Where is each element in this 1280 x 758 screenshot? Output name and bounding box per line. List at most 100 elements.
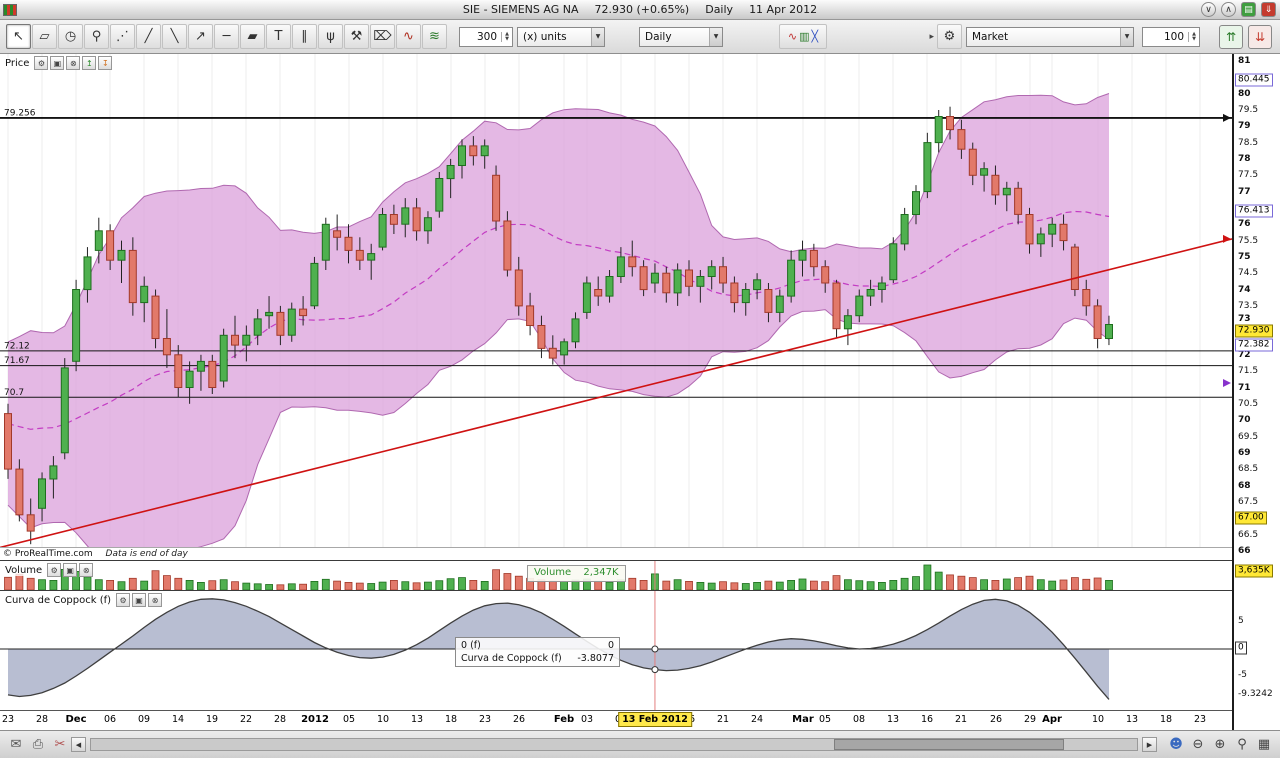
titlebar-buttons: ∨ ∧ ▤ ⇓: [1196, 2, 1276, 17]
spinner-up-icon[interactable]: ▲: [505, 30, 509, 37]
price-axis-label: 67.5: [1238, 497, 1259, 507]
chart-panels: 79.256 72.12 71.67 70.7 Price ⚙ ▣ ⊗ ↥ ↧ © ProRe…: [0, 54, 1232, 730]
price-axis-label: 77: [1238, 187, 1251, 197]
bar-count-spinner[interactable]: ▲ ▼: [501, 30, 512, 42]
pitchfork-tool[interactable]: ψ: [318, 24, 343, 49]
drawing-tools: ↖ ▱ ◷ ⚲ ⋰ ╱ ╲ ↗ ─ ▰ T ∥ ψ ⚒ ⌦ ∿ ≋: [6, 24, 447, 49]
spinner-down-icon[interactable]: ▼: [505, 35, 509, 42]
up-marker-icon[interactable]: ↥: [82, 56, 97, 70]
points-line-tool[interactable]: ⋰: [110, 24, 135, 49]
scroll-left-button[interactable]: ◀: [71, 737, 86, 752]
trendline-tool[interactable]: ╲: [162, 24, 187, 49]
expand-button[interactable]: ∧: [1221, 2, 1236, 17]
close-icon[interactable]: ⊗: [66, 56, 81, 70]
price-axis-label: 70: [1238, 415, 1251, 425]
down-marker-icon[interactable]: ↧: [98, 56, 113, 70]
title-timeframe: Daily: [705, 3, 734, 16]
pointer-tool[interactable]: ↖: [6, 24, 31, 49]
close-icon[interactable]: ⊗: [148, 593, 163, 607]
spinner-down-icon[interactable]: ▼: [1192, 35, 1196, 42]
units-select[interactable]: (x) units ▼: [517, 26, 605, 47]
users-icon[interactable]: ☻: [1169, 737, 1183, 752]
price-axis-label: 71: [1238, 383, 1251, 393]
quantity-spinner[interactable]: ▲ ▼: [1188, 30, 1199, 42]
parallel-lines-tool[interactable]: ∥: [292, 24, 317, 49]
title-date: 11 Apr 2012: [749, 3, 818, 16]
price-axis-label: 70.5: [1238, 399, 1259, 409]
main-toolbar: ↖ ▱ ◷ ⚲ ⋰ ╱ ╲ ↗ ─ ▰ T ∥ ψ ⚒ ⌦ ∿ ≋ 300 ▲ ▼ (x) units ▼ Da…: [0, 20, 1280, 54]
price-axis-label: 74.5: [1238, 268, 1259, 278]
chart-views-button[interactable]: ∿ ▥ ╳: [779, 24, 827, 49]
bar-count-input[interactable]: 300 ▲ ▼: [459, 26, 513, 47]
segment-tool[interactable]: ╱: [136, 24, 161, 49]
detach-window-icon[interactable]: ▣: [132, 593, 147, 607]
chevron-right-icon[interactable]: ▸: [929, 31, 934, 42]
coppock-tooltip-value: -3.8077: [577, 653, 614, 664]
download-button[interactable]: ⇓: [1261, 2, 1276, 17]
scrollbar-thumb[interactable]: [833, 739, 1064, 750]
trash-tool[interactable]: ⌦: [370, 24, 395, 49]
eraser-tool[interactable]: ▱: [32, 24, 57, 49]
zoom-out-icon[interactable]: ⊖: [1192, 737, 1204, 752]
x-axis-label: Apr: [1042, 714, 1062, 725]
sell-list-button[interactable]: ⇊: [1248, 24, 1272, 49]
close-icon[interactable]: ⊗: [79, 563, 94, 577]
horizontal-line-tool[interactable]: ─: [214, 24, 239, 49]
price-axis-label: 75.5: [1238, 236, 1259, 246]
volume-tooltip: Volume 2,347K: [527, 565, 626, 582]
volume-chart[interactable]: [0, 561, 1232, 590]
price-axis-label: 78: [1238, 154, 1251, 164]
drawing-settings-tool[interactable]: ⚒: [344, 24, 369, 49]
coppock-panel-icons: ⚙ ▣ ⊗: [116, 593, 163, 607]
timeframe-selected-value: Daily: [645, 30, 672, 43]
pattern-waves-tool[interactable]: ≋: [422, 24, 447, 49]
zoom-tool[interactable]: ⚲: [84, 24, 109, 49]
volume-tooltip-value: 2,347K: [583, 567, 619, 578]
price-axis-label: 76: [1238, 219, 1251, 229]
detach-icon[interactable]: ✂: [54, 737, 66, 752]
detach-window-icon[interactable]: ▣: [50, 56, 65, 70]
arrow-line-tool[interactable]: ↗: [188, 24, 213, 49]
order-settings-button[interactable]: ⚙: [937, 24, 962, 49]
horizontal-scrollbar[interactable]: [90, 738, 1138, 751]
spinner-up-icon[interactable]: ▲: [1192, 30, 1196, 37]
mail-icon[interactable]: ✉: [10, 737, 22, 752]
price-axis-badge: 80.445: [1235, 73, 1273, 87]
quantity-input[interactable]: 100 ▲ ▼: [1142, 26, 1200, 47]
zoom-reset-icon[interactable]: ▦: [1257, 737, 1271, 752]
x-axis-label: 28: [273, 714, 287, 725]
settings-icon[interactable]: ⚙: [34, 56, 49, 70]
alarm-tool[interactable]: ◷: [58, 24, 83, 49]
timeframe-select[interactable]: Daily ▼: [639, 26, 723, 47]
horizontal-levels[interactable]: 79.256 72.12 71.67 70.7: [0, 108, 1232, 398]
x-axis-label: 05: [818, 714, 832, 725]
channel-tool[interactable]: ▰: [240, 24, 265, 49]
price-axis[interactable]: 81 80 79.5 79 78.5 78 77.5 77 76 75.5 75 74.5 74 73.5…: [1232, 54, 1280, 730]
title-symbol: SIE - SIEMENS AG NA: [462, 3, 579, 16]
level-marker-icon: [1223, 113, 1231, 122]
price-axis-label: 81: [1238, 56, 1251, 66]
zoom-area-icon[interactable]: ⚲: [1237, 737, 1247, 752]
buy-list-button[interactable]: ⇈: [1219, 24, 1243, 49]
text-tool[interactable]: T: [266, 24, 291, 49]
x-axis-label: Feb: [553, 714, 575, 725]
market-select[interactable]: Market ▼: [966, 26, 1134, 47]
x-axis-label: 26: [512, 714, 526, 725]
curve-chart-icon: ∿: [787, 30, 798, 43]
price-axis-label: 75: [1238, 252, 1251, 262]
volume-axis-badge: 3,635K: [1235, 564, 1273, 578]
print-icon[interactable]: ⎙: [32, 737, 44, 752]
zoom-in-icon[interactable]: ⊕: [1214, 737, 1226, 752]
settings-icon[interactable]: ⚙: [47, 563, 62, 577]
scroll-right-button[interactable]: ▶: [1142, 737, 1157, 752]
export-chart-button[interactable]: ▤: [1241, 2, 1256, 17]
collapse-button[interactable]: ∨: [1201, 2, 1216, 17]
x-axis-label: 16: [920, 714, 934, 725]
detach-window-icon[interactable]: ▣: [63, 563, 78, 577]
price-chart[interactable]: 79.256 72.12 71.67 70.7: [0, 54, 1232, 560]
settings-icon[interactable]: ⚙: [116, 593, 131, 607]
price-panel: 79.256 72.12 71.67 70.7 Price ⚙ ▣ ⊗ ↥ ↧ © ProRe…: [0, 54, 1232, 560]
trendline[interactable]: [0, 238, 1232, 549]
pattern-zigzag-tool[interactable]: ∿: [396, 24, 421, 49]
